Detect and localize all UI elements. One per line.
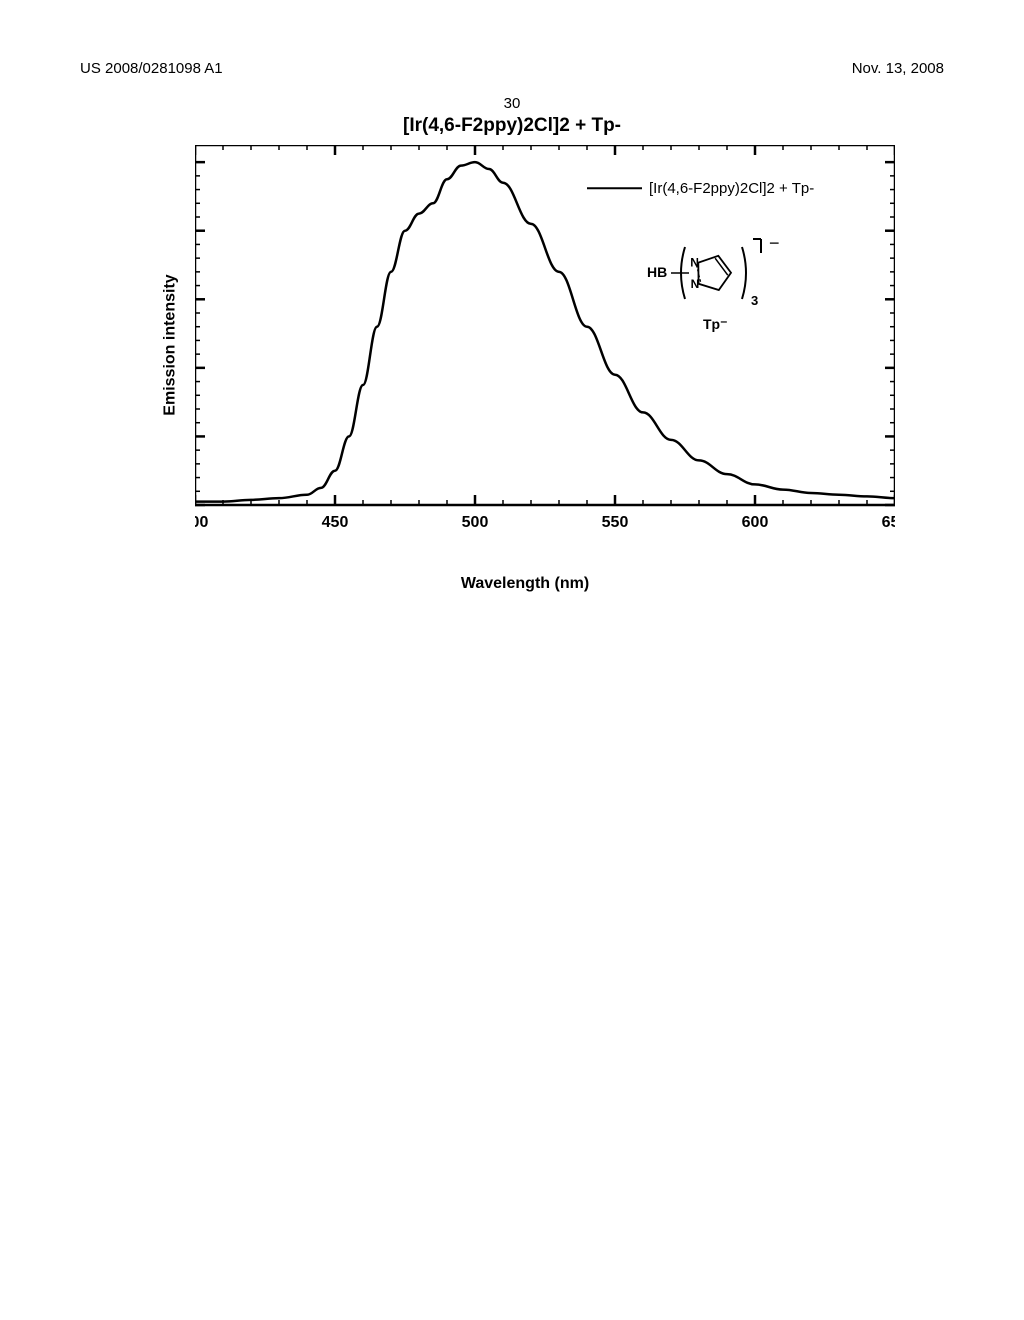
doc-number: US 2008/0281098 A1 — [80, 60, 223, 77]
svg-text:N: N — [691, 277, 700, 291]
svg-text:[Ir(4,6-F2ppy)2Cl]2 + Tp-: [Ir(4,6-F2ppy)2Cl]2 + Tp- — [649, 180, 814, 197]
svg-text:N: N — [690, 256, 699, 270]
y-axis-label: Emission intensity — [162, 274, 180, 415]
chart-svg: 40045050055060065000.20.40.60.81[Ir(4,6-… — [195, 145, 895, 545]
chart-title: [Ir(4,6-F2ppy)2Cl]2 + Tp- — [403, 115, 621, 137]
doc-date: Nov. 13, 2008 — [852, 60, 944, 77]
x-axis-label: Wavelength (nm) — [461, 575, 589, 593]
svg-text:HB: HB — [647, 264, 667, 280]
page-header: US 2008/0281098 A1 Nov. 13, 2008 — [0, 60, 1024, 77]
svg-text:500: 500 — [462, 514, 489, 531]
svg-text:450: 450 — [322, 514, 349, 531]
svg-text:−: − — [769, 233, 780, 253]
page-number: 30 — [504, 95, 521, 112]
svg-text:600: 600 — [742, 514, 769, 531]
svg-text:Tp⁻: Tp⁻ — [703, 316, 728, 332]
svg-text:3: 3 — [751, 293, 758, 308]
svg-text:550: 550 — [602, 514, 629, 531]
svg-text:650: 650 — [882, 514, 895, 531]
svg-text:400: 400 — [195, 514, 208, 531]
emission-chart: Emission intensity Wavelength (nm) 40045… — [145, 145, 905, 545]
plot-area: 40045050055060065000.20.40.60.81[Ir(4,6-… — [195, 145, 895, 505]
